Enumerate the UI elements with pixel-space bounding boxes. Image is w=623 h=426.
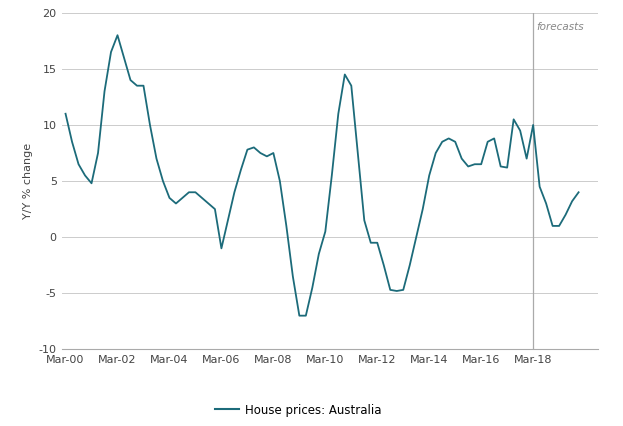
Legend: House prices: Australia: House prices: Australia <box>211 399 386 421</box>
Y-axis label: Y/Y % change: Y/Y % change <box>23 143 33 219</box>
Text: forecasts: forecasts <box>536 22 584 32</box>
